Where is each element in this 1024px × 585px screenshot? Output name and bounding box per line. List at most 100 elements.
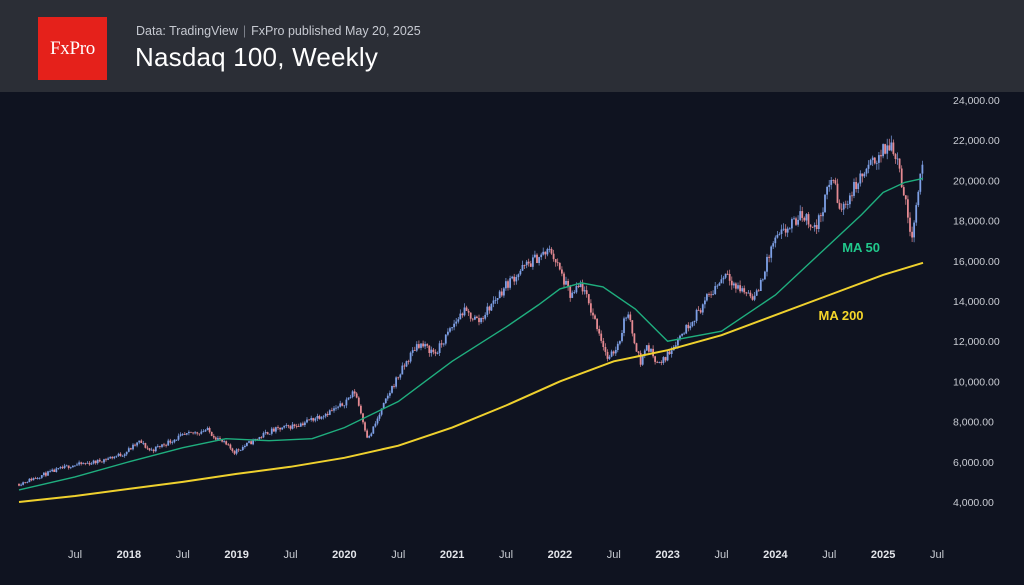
candle: [297, 423, 300, 427]
candle: [244, 444, 246, 449]
candle: [704, 296, 706, 309]
candle: [716, 284, 719, 289]
candle: [424, 341, 426, 350]
candle: [610, 349, 613, 358]
x-tick-label: Jul: [714, 549, 728, 561]
y-tick-label: 8,000.00: [953, 417, 994, 429]
candle: [532, 254, 534, 270]
candle: [270, 426, 273, 436]
candle: [453, 319, 455, 331]
candle: [838, 199, 841, 210]
data-source: Data: TradingView: [136, 24, 238, 38]
x-tick-label: Jul: [176, 549, 190, 561]
candle: [96, 459, 99, 465]
candle: [401, 362, 404, 375]
candle: [69, 466, 72, 470]
candle: [805, 213, 808, 226]
candle: [834, 177, 837, 186]
candle: [36, 477, 39, 480]
candle: [206, 426, 209, 431]
candle: [633, 333, 636, 345]
candle: [846, 200, 849, 210]
candle: [488, 305, 491, 314]
candle: [212, 433, 215, 440]
candle: [428, 345, 431, 357]
candle: [463, 303, 466, 317]
candle: [268, 433, 271, 435]
candle: [63, 463, 66, 469]
candle: [662, 356, 665, 365]
x-tick-label: 2023: [655, 549, 679, 561]
candle: [360, 404, 362, 415]
candle: [200, 429, 203, 435]
candle: [156, 444, 159, 448]
candle: [563, 271, 565, 288]
candle: [403, 363, 406, 370]
candle: [749, 290, 752, 299]
source-line: Data: TradingView | FxPro published May 20…: [136, 24, 421, 38]
candle: [648, 342, 650, 355]
candle: [47, 470, 49, 476]
candle: [741, 285, 744, 293]
ma-label: MA 200: [819, 308, 864, 323]
candle: [148, 448, 151, 452]
candle: [80, 461, 83, 466]
candle: [724, 273, 727, 280]
candle: [295, 423, 298, 429]
candle: [871, 155, 874, 166]
candle: [233, 450, 236, 455]
candle: [776, 231, 779, 239]
candle: [681, 333, 683, 337]
candle: [372, 426, 375, 434]
candle: [127, 446, 130, 453]
candle: [49, 469, 51, 473]
candle: [103, 458, 105, 464]
candle: [697, 306, 700, 311]
candle: [772, 241, 775, 249]
candle: [886, 138, 889, 160]
candle: [534, 250, 536, 259]
candle: [59, 466, 62, 470]
candle: [34, 476, 37, 479]
y-tick-label: 20,000.00: [953, 175, 1000, 187]
candle: [353, 389, 356, 397]
x-tick-label: 2024: [763, 549, 788, 561]
candle: [645, 345, 648, 351]
candle: [590, 299, 592, 316]
candle: [117, 452, 120, 457]
candle: [824, 194, 826, 213]
candle: [656, 360, 659, 364]
candle: [902, 184, 905, 196]
candle: [333, 406, 335, 413]
candle: [40, 475, 43, 479]
ma50-line: [18, 177, 924, 491]
candle: [786, 226, 789, 238]
candle: [161, 444, 163, 449]
x-tick-label: Jul: [822, 549, 836, 561]
candle: [173, 439, 176, 444]
candle: [616, 341, 619, 353]
candle: [266, 431, 269, 435]
candle: [722, 275, 725, 284]
candle: [699, 308, 702, 314]
candle: [739, 280, 741, 294]
x-tick-label: Jul: [930, 549, 944, 561]
candle: [849, 192, 851, 208]
candle: [210, 431, 213, 437]
candle: [175, 439, 178, 441]
candle: [764, 270, 766, 280]
candle: [248, 440, 250, 444]
candle: [909, 212, 911, 237]
candle: [898, 158, 901, 173]
candle: [163, 442, 165, 447]
candle: [476, 315, 478, 319]
candle: [865, 167, 868, 177]
fxpro-logo: FxPro: [38, 17, 107, 80]
candle: [405, 360, 408, 368]
candle: [540, 252, 543, 261]
candle: [152, 448, 155, 454]
candle: [619, 340, 621, 346]
candle: [921, 160, 924, 181]
candle: [316, 413, 319, 422]
candle: [326, 411, 329, 417]
